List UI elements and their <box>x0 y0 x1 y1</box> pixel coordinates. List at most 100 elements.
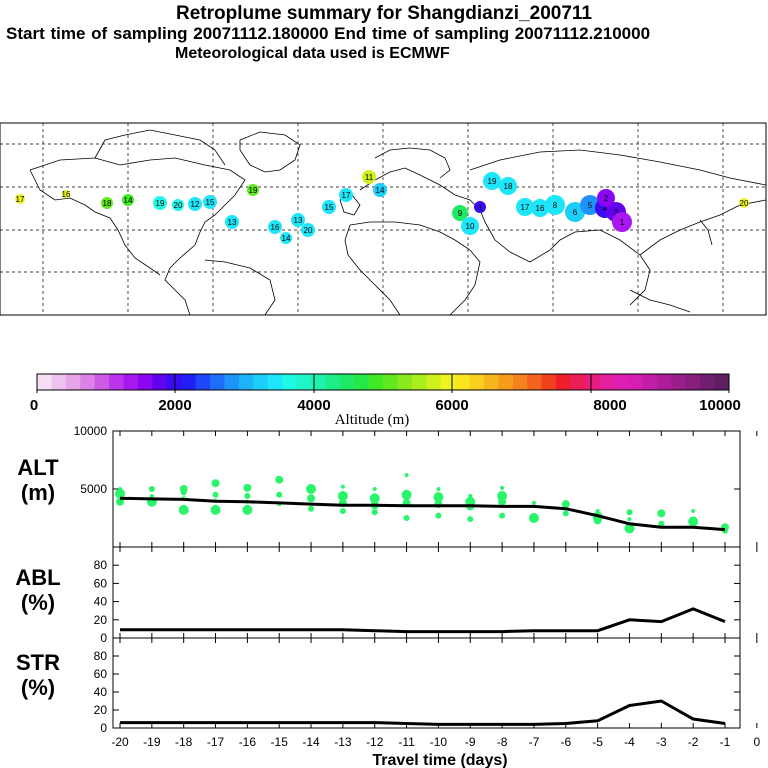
alt-point <box>467 516 474 523</box>
alt-point <box>275 475 284 484</box>
alt-point <box>308 505 315 512</box>
map-marker-dot <box>225 215 239 229</box>
map-marker: 16 <box>62 190 71 199</box>
map-marker-dot <box>203 195 217 209</box>
colorbar-cell <box>685 374 701 390</box>
coastlines <box>29 129 767 316</box>
map-marker-dot <box>322 200 336 214</box>
y-tick-label: 80 <box>94 649 108 663</box>
colorbar-cell <box>556 374 571 390</box>
colorbar-cell <box>411 374 427 390</box>
map-marker-dot <box>452 205 468 221</box>
map-marker: 18 <box>101 197 113 209</box>
map-marker: 10 <box>461 217 479 235</box>
map-marker-label: 18 <box>103 199 112 208</box>
map-marker-label: 17 <box>342 191 351 200</box>
map-marker: 13 <box>225 215 239 229</box>
alt-point <box>561 500 570 509</box>
map-marker: 14 <box>280 232 292 244</box>
map-marker-label: 17 <box>521 203 530 212</box>
colorbar-cell <box>671 374 687 390</box>
x-tick-label: -7 <box>529 735 540 749</box>
colorbar-tick: 0 <box>30 397 38 414</box>
map-marker: 12 <box>188 197 202 211</box>
colorbar-cell <box>656 374 672 390</box>
met-data-note: Meteorological data used is ECMWF <box>175 45 450 62</box>
alt-ylabel-2: (m) <box>21 480 55 505</box>
alt-point <box>436 487 441 491</box>
map-marker: 6 <box>565 202 585 222</box>
colorbar-cell <box>210 374 225 390</box>
alt-point <box>593 516 602 525</box>
map-marker-dot <box>597 189 615 207</box>
map-marker: 17 <box>15 194 25 204</box>
colorbar-cell <box>584 374 600 390</box>
map-marker-label: 20 <box>304 226 313 235</box>
sampling-time: Start time of sampling 20071112.180000 E… <box>6 24 651 43</box>
x-tick-label: -20 <box>111 735 129 749</box>
colorbar-tick: 4000 <box>297 397 330 414</box>
colorbar-cell <box>455 374 470 390</box>
alt-point <box>658 520 665 527</box>
x-tick-label: -15 <box>271 735 289 749</box>
colorbar-tick: 10000 <box>699 397 741 414</box>
map-marker: 1 <box>474 201 486 213</box>
alt-point <box>435 512 442 519</box>
y-tick-label: 0 <box>100 721 107 735</box>
map-marker-label: 14 <box>376 186 385 195</box>
alt-point <box>243 483 252 492</box>
map-marker: 15 <box>203 195 217 209</box>
map-marker-label: 13 <box>228 218 237 227</box>
alt-point <box>627 517 632 522</box>
colorbar-cell <box>80 374 96 390</box>
y-tick-label: 60 <box>94 667 108 681</box>
alt-point <box>499 512 506 519</box>
colorbar-cell <box>426 374 442 390</box>
alt-point <box>624 523 635 534</box>
colorbar-cell <box>527 374 543 390</box>
colorbar-cell <box>94 374 110 390</box>
map-marker-dot <box>172 199 184 211</box>
alt-point <box>180 489 187 496</box>
map-marker-label: 19 <box>156 199 165 208</box>
map-marker-dot <box>280 232 292 244</box>
alt-point <box>307 494 316 503</box>
map-marker-label: 19 <box>249 186 258 195</box>
colorbar-cell <box>483 374 499 390</box>
map-marker: 20 <box>172 199 184 211</box>
map-marker-label: 16 <box>536 204 545 213</box>
y-tick-label: 20 <box>94 613 108 627</box>
map-marker-label: 9 <box>458 209 463 218</box>
x-tick-label: -14 <box>302 735 320 749</box>
map-marker: 9 <box>452 205 468 221</box>
x-tick-label: -17 <box>207 735 225 749</box>
alt-point <box>403 515 410 521</box>
map-marker-label: 15 <box>325 203 334 212</box>
map-marker: 19 <box>247 184 259 196</box>
x-tick-label: -10 <box>430 735 448 749</box>
alt-point <box>691 509 696 514</box>
panel-lines <box>119 496 726 726</box>
x-tick-label: -8 <box>497 735 508 749</box>
map-marker-label: 4 <box>603 204 608 213</box>
colorbar-cell <box>51 374 67 390</box>
y-tick-label: 5000 <box>80 482 107 496</box>
abl-line <box>120 607 726 634</box>
map-marker-dot <box>62 190 70 198</box>
x-tick-label: -4 <box>624 735 635 749</box>
alt-point <box>401 489 412 500</box>
colorbar-cell <box>599 374 615 390</box>
map-marker-dot <box>531 199 549 217</box>
y-tick-label: 0 <box>100 631 107 645</box>
alt-point <box>115 488 125 499</box>
colorbar-cell <box>224 374 240 390</box>
map-marker-dot <box>15 194 25 204</box>
map-marker-label: 20 <box>740 199 749 208</box>
alt-point <box>337 490 348 501</box>
map-marker: 15 <box>322 200 336 214</box>
x-tick-label: -13 <box>334 735 352 749</box>
map-marker-label: 1 <box>478 203 483 212</box>
colorbar-cell <box>238 374 254 390</box>
alt-ylabel-1: ALT <box>17 455 59 480</box>
map-marker-dot <box>362 170 376 184</box>
